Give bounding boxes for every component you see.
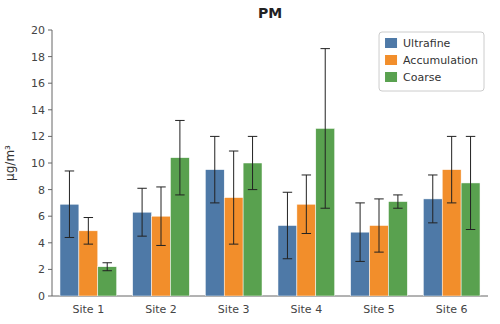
error-bar <box>374 199 383 252</box>
x-tick-label: Site 4 <box>291 303 323 316</box>
error-bar <box>103 263 112 271</box>
error-bar <box>84 218 93 245</box>
x-tick-label: Site 5 <box>363 303 395 316</box>
error-bar <box>65 171 74 238</box>
error-bar <box>229 151 238 244</box>
error-bar <box>248 136 257 189</box>
y-tick <box>48 136 52 137</box>
y-tick <box>48 216 52 217</box>
error-bar <box>156 187 165 246</box>
y-tick <box>48 189 52 190</box>
y-tick <box>48 163 52 164</box>
y-tick-label: 4 <box>38 237 45 250</box>
chart: PM μg/m³ 0 2 4 6 8 10 12 14 16 18 20 Site 1 Site 2 Site… <box>0 0 500 324</box>
legend-box <box>379 32 484 91</box>
error-bar <box>321 49 330 209</box>
y-tick <box>48 242 52 243</box>
title: PM <box>258 5 282 21</box>
legend: Ultrafine Accumulation Coarse <box>379 32 484 91</box>
legend-label: Accumulation <box>403 54 478 67</box>
bar <box>388 202 407 296</box>
error-bar <box>137 188 146 236</box>
y-tick-label: 10 <box>31 157 45 170</box>
y-tick <box>48 30 52 31</box>
y-tick-label: 6 <box>38 210 45 223</box>
y-tick-label: 16 <box>31 77 45 90</box>
error-bar <box>447 136 456 203</box>
legend-swatch <box>385 38 397 48</box>
error-bar <box>428 175 437 223</box>
y-axis-label: μg/m³ <box>3 145 17 181</box>
y-tick-label: 2 <box>38 263 45 276</box>
error-bar <box>466 136 475 229</box>
error-bar <box>355 203 364 262</box>
legend-swatch <box>385 72 397 82</box>
error-bar <box>210 136 219 203</box>
y-tick-label: 20 <box>31 24 45 37</box>
legend-label: Ultrafine <box>403 37 451 50</box>
y-tick <box>48 296 52 297</box>
x-tick-label: Site 1 <box>73 303 105 316</box>
x-tick-label: Site 2 <box>145 303 177 316</box>
y-tick-label: 8 <box>38 184 45 197</box>
error-bar <box>175 120 184 194</box>
y-tick <box>48 109 52 110</box>
y-tick <box>48 56 52 57</box>
y-tick-label: 0 <box>38 290 45 303</box>
error-bar <box>302 175 311 234</box>
y-tick <box>48 83 52 84</box>
x-axis-line <box>52 296 488 297</box>
y-tick-label: 14 <box>31 104 45 117</box>
y-tick <box>48 269 52 270</box>
x-tick-label: Site 6 <box>436 303 468 316</box>
legend-swatch <box>385 55 397 65</box>
y-tick-label: 12 <box>31 130 45 143</box>
legend-label: Coarse <box>403 71 441 84</box>
x-tick-label: Site 3 <box>218 303 250 316</box>
error-bar <box>283 192 292 259</box>
error-bar <box>393 195 402 208</box>
y-tick-label: 18 <box>31 51 45 64</box>
